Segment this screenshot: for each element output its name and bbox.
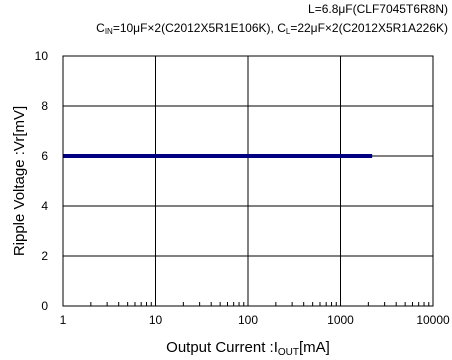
x-tick-label: 100 (238, 313, 258, 327)
x-axis-title-unit: [mA] (299, 339, 330, 356)
x-axis-title-text: Output Current :I (166, 339, 278, 356)
condition-capacitors: CIN=10μF×2(C2012X5R1E106K), CL=22μF×2(C2… (96, 21, 448, 36)
cin-symbol: C (96, 21, 105, 35)
y-tick-label: 2 (41, 249, 48, 263)
x-tick-label: 1000 (327, 313, 354, 327)
y-tick-label: 8 (41, 99, 48, 113)
x-tick-label: 10 (149, 313, 163, 327)
x-axis-title-sub: OUT (278, 347, 299, 358)
cin-value: =10μF×2(C2012X5R1E106K), (112, 21, 278, 35)
cl-symbol: C (277, 21, 286, 35)
x-axis-title: Output Current :IOUT[mA] (166, 339, 330, 358)
y-tick-label: 6 (41, 149, 48, 163)
y-tick-label: 4 (41, 199, 48, 213)
cl-value: =22μF×2(C2012X5R1A226K) (290, 21, 448, 35)
cl-subscript: L (285, 27, 291, 36)
y-axis-title: Ripple Voltage :Vr[mV] (11, 106, 28, 256)
y-tick-label: 10 (35, 49, 49, 63)
x-tick-label: 1 (60, 313, 67, 327)
condition-inductor: L=6.8μF(CLF7045T6R8N) (308, 2, 448, 16)
x-tick-labels: 1 10 100 1000 10000 (60, 313, 450, 327)
x-tick-label: 10000 (416, 313, 450, 327)
plot-frame (62, 55, 434, 307)
minor-ticks (90, 302, 430, 306)
y-tick-labels: 0 2 4 6 8 10 (35, 49, 49, 313)
grid (62, 55, 434, 307)
y-tick-label: 0 (41, 299, 48, 313)
cin-subscript: IN (104, 27, 113, 36)
